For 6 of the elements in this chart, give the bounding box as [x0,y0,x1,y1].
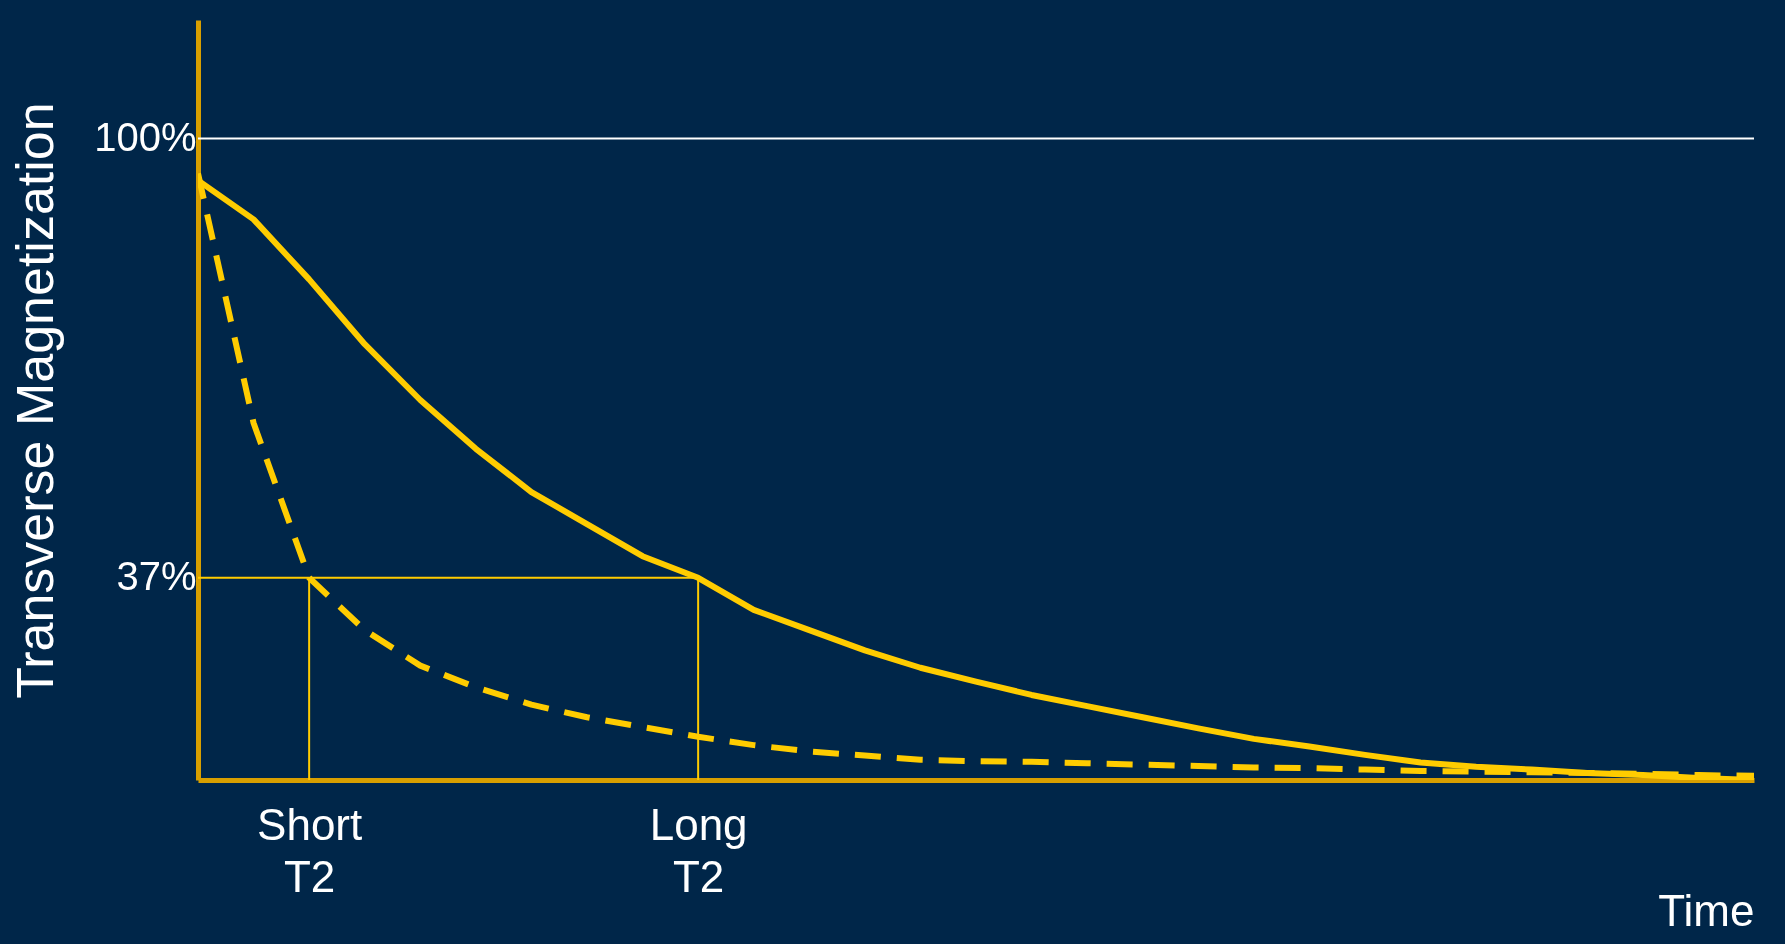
y-axis-title: Transverse Magnetization [6,102,65,699]
y-tick-label: 37% [116,554,197,599]
x-tick-label: Long T2 [649,799,748,901]
x-axis-title: Time [1658,885,1755,935]
y-tick-label: 100% [94,115,197,160]
x-tick-label: Short T2 [257,799,363,901]
